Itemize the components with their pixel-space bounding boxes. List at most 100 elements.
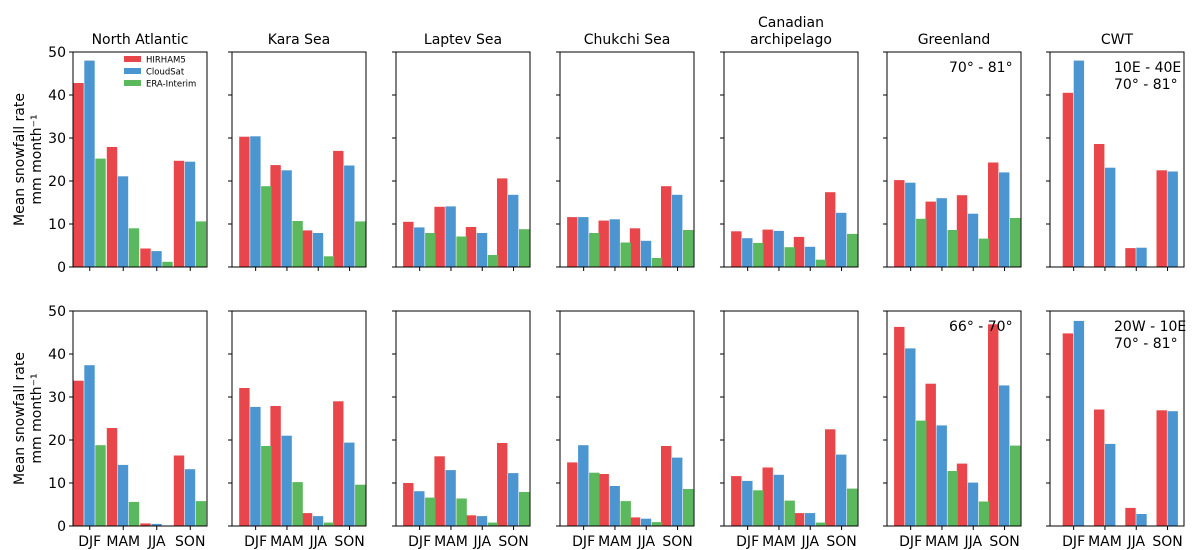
legend-entry: HIRHAM5 [146,56,186,66]
y-tick-label: 30 [48,390,66,406]
x-tick-label: MAM [598,534,632,550]
bar-hirham5-mam [106,428,118,526]
bar-cloudsat-jja [640,518,652,526]
bar-hirham5-jja [1125,248,1136,267]
bar-hirham5-djf [239,388,250,526]
bar-cloudsat-djf [742,238,753,267]
y-tick-label: 20 [48,174,66,190]
axes-frame-r1-p2 [231,51,367,268]
bar-cloudsat-mam [281,435,292,526]
y-tick-label: 20 [48,433,66,449]
bar-hirham5-mam [925,201,936,267]
bar-cloudsat-jja [640,240,652,267]
x-tick-label: JJA [147,534,166,550]
bar-cloudsat-jja [804,246,816,267]
legend-swatch-era-interim [124,80,141,86]
axes-frame-r1-p7 [1049,51,1185,268]
bar-era-interim-son [519,492,530,526]
bar-cloudsat-son [1167,411,1178,526]
axes-frame-r1-p5 [723,51,859,268]
x-tick-label: SON [498,534,528,550]
bar-hirham5-mam [270,406,281,526]
bar-era-interim-djf [425,233,436,267]
y-tick-label: 0 [57,260,66,276]
bar-cloudsat-jja [476,516,488,526]
x-tick-label: SON [175,534,205,550]
x-tick-label: MAM [762,534,796,550]
bar-cloudsat-son [508,194,519,267]
panel-title: CWT [1101,32,1134,48]
legend-entry: CloudSat [146,68,185,78]
bar-cloudsat-jja [151,251,162,267]
bar-era-interim-mam [128,228,140,267]
bar-cloudsat-mam [609,486,620,526]
bar-cloudsat-son [184,469,196,526]
bar-cloudsat-mam [445,470,456,526]
bar-era-interim-mam [292,221,303,267]
bar-cloudsat-mam [1105,443,1116,526]
panel-title: Kara Sea [268,32,330,48]
bar-hirham5-djf [1062,333,1074,526]
bar-hirham5-son [825,192,836,267]
bar-era-interim-mam [456,236,467,267]
bar-hirham5-mam [270,165,281,267]
bar-hirham5-jja [140,248,151,267]
bar-hirham5-mam [1094,144,1105,267]
panel-title: Greenland [918,32,991,48]
bar-era-interim-jja [651,522,663,526]
bar-hirham5-son [1156,410,1167,526]
bar-hirham5-djf [239,136,250,267]
bar-hirham5-mam [1094,409,1105,526]
bar-hirham5-jja [629,228,641,267]
bar-hirham5-djf [1062,92,1074,267]
bar-era-interim-djf [589,233,600,267]
bar-hirham5-jja [956,195,968,267]
bar-cloudsat-mam [445,206,456,267]
bar-era-interim-son [355,221,366,267]
bar-hirham5-jja [1125,507,1136,526]
bar-era-interim-djf [753,490,764,526]
bar-hirham5-mam [434,456,445,526]
bar-cloudsat-djf [414,227,425,267]
bar-cloudsat-djf [578,445,589,526]
bar-era-interim-mam [784,247,795,267]
bar-era-interim-djf [261,186,272,267]
bar-hirham5-jja [629,517,641,526]
bar-cloudsat-son [836,454,847,526]
axes-frame-r1-p4 [559,51,695,268]
bar-cloudsat-mam [281,170,292,268]
bar-cloudsat-djf [84,365,95,526]
panel-title: Canadian [758,15,824,31]
bar-cloudsat-djf [905,348,916,526]
bar-cloudsat-jja [476,233,488,267]
x-tick-label: MAM [925,534,959,550]
bar-cloudsat-son [672,457,683,526]
bar-hirham5-djf [567,217,578,267]
bar-hirham5-jja [140,523,151,526]
bar-hirham5-djf [567,462,578,526]
x-tick-label: JJA [963,534,982,550]
bar-cloudsat-jja [151,523,162,526]
axes-frame-r2-p7 [1049,310,1185,527]
bar-hirham5-son [988,162,999,267]
bar-hirham5-son [173,160,185,267]
bar-cloudsat-mam [936,425,947,526]
bar-cloudsat-son [999,172,1010,267]
bar-era-interim-son [1010,445,1021,526]
bar-cloudsat-jja [312,516,324,526]
bar-era-interim-son [519,229,530,267]
bar-hirham5-son [988,324,999,526]
bar-cloudsat-mam [936,198,947,267]
region-annotation: 70° - 81° [1114,77,1178,93]
y-tick-label: 40 [48,347,66,363]
bar-cloudsat-jja [312,233,324,267]
x-tick-label: DJF [408,534,431,550]
axes-frame-r2-p4 [559,310,695,527]
axes-frame-r1-p6 [886,51,1022,268]
bar-cloudsat-son [999,385,1010,526]
bar-era-interim-jja [487,255,499,267]
bar-hirham5-son [173,455,185,526]
bar-cloudsat-son [344,165,355,267]
panel-title: Laptev Sea [424,32,502,48]
bar-cloudsat-son [184,161,196,267]
